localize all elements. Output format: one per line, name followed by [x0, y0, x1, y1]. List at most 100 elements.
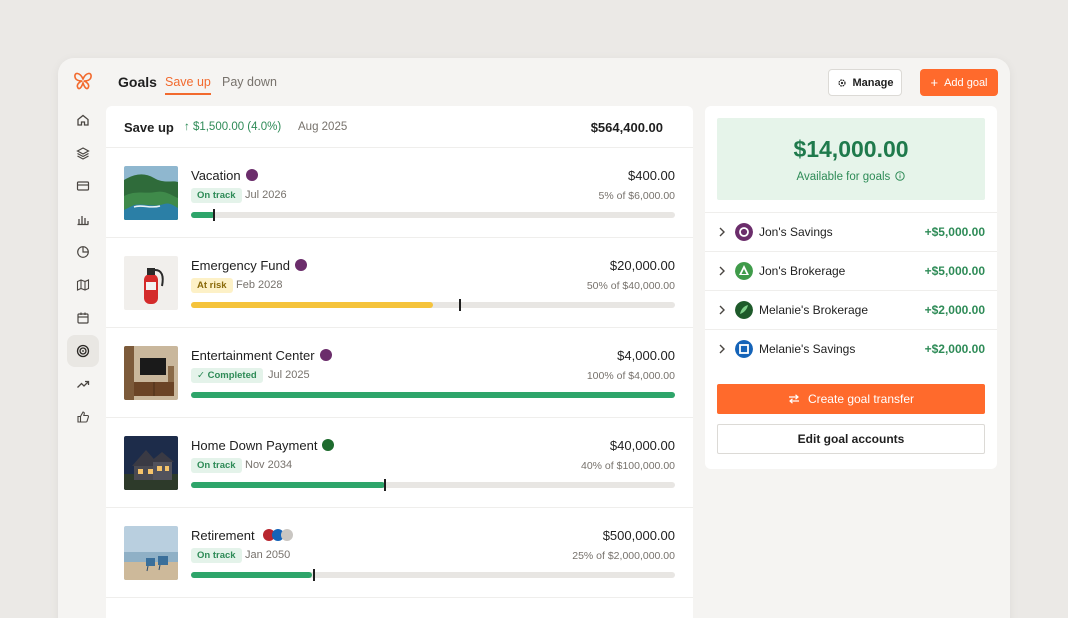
plus-icon: +: [930, 74, 939, 90]
available-label: Available for goals: [717, 171, 985, 183]
goal-row-entertainment-center[interactable]: Entertainment Center ✓ Completed Jul 202…: [106, 328, 693, 418]
gear-icon: [837, 78, 846, 87]
status-badge: On track: [191, 548, 242, 563]
account-value: +$2,000.00: [924, 342, 985, 356]
goal-progress-text: 50% of $40,000.00: [586, 280, 675, 292]
goal-row-emergency-fund[interactable]: Emergency Fund At risk Feb 2028 $20,000.…: [106, 238, 693, 328]
account-row-jons-brokerage[interactable]: Jon's Brokerage +$5,000.00: [705, 251, 997, 290]
goal-name: Home Down Payment: [191, 438, 335, 453]
progress-fill: [191, 212, 216, 218]
goal-row-vacation[interactable]: Vacation On track Jul 2026 $400.00 5% of…: [106, 148, 693, 238]
target-marker: [458, 299, 461, 311]
available-amount: $14,000.00: [793, 136, 909, 162]
add-goal-button[interactable]: + Add goal: [920, 69, 998, 96]
jons-savings-account-icon: [295, 259, 307, 271]
goal-name: Entertainment Center: [191, 348, 332, 363]
goal-progress-text: 100% of $4,000.00: [586, 370, 675, 382]
page-title: Goals: [118, 74, 157, 90]
goal-progress-text: 25% of $2,000,000.00: [572, 550, 675, 562]
account-name: Jon's Savings: [759, 225, 833, 239]
vacation-thumbnail: [124, 166, 178, 220]
chevron-right-icon[interactable]: [718, 226, 726, 238]
goal-progress-bar: [191, 299, 675, 311]
progress-fill: [191, 302, 433, 308]
melanies-brokerage-account-icon: [322, 439, 335, 451]
chevron-right-icon[interactable]: [718, 343, 726, 355]
info-icon[interactable]: [895, 171, 906, 181]
goal-row-retirement[interactable]: Retirement On track Jan 2050 $500,000.00…: [106, 508, 693, 598]
goal-progress-text: 40% of $100,000.00: [581, 460, 675, 472]
thumbs-up-icon[interactable]: [67, 401, 99, 433]
goal-date: Nov 2034: [245, 459, 293, 471]
chevron-right-icon[interactable]: [718, 265, 726, 277]
jons-savings-account-icon: [245, 169, 258, 181]
goal-progress-text: 5% of $6,000.00: [598, 190, 675, 202]
melanies-savings-logo-icon: [735, 340, 753, 358]
jons-brokerage-logo-icon: [735, 262, 753, 280]
summary-title: Save up: [124, 120, 174, 135]
home-icon[interactable]: [67, 104, 99, 136]
goal-progress-bar: [191, 479, 675, 491]
layers-icon[interactable]: [67, 137, 99, 169]
goal-date: Feb 2028: [236, 279, 283, 291]
account-row-melanies-savings[interactable]: Melanie's Savings +$2,000.00: [705, 329, 997, 368]
goal-progress-bar: [191, 392, 675, 398]
flag-account-icon: [281, 529, 294, 541]
sidebar: [58, 58, 106, 618]
status-badge: At risk: [191, 278, 233, 293]
target-icon[interactable]: [67, 335, 99, 367]
account-name: Jon's Brokerage: [759, 264, 846, 278]
tab-pay-down[interactable]: Pay down: [222, 75, 277, 89]
target-marker: [212, 209, 215, 221]
account-value: +$2,000.00: [924, 303, 985, 317]
goal-date: Jul 2026: [245, 189, 287, 201]
manage-button[interactable]: Manage: [828, 69, 902, 96]
progress-fill: [191, 392, 675, 398]
goal-progress-bar: [191, 209, 675, 221]
pie-chart-icon[interactable]: [67, 236, 99, 268]
account-row-melanies-brokerage[interactable]: Melanie's Brokerage +$2,000.00: [705, 290, 997, 329]
goal-progress-bar: [191, 569, 675, 581]
save-up-summary: Save up ↑ $1,500.00 (4.0%) Aug 2025 $564…: [106, 106, 693, 148]
transfer-arrows-icon: [788, 394, 799, 404]
available-summary: $14,000.00 Available for goals: [717, 118, 985, 200]
target-marker: [313, 569, 316, 581]
status-badge: On track: [191, 458, 242, 473]
summary-date: Aug 2025: [298, 121, 348, 133]
goal-name: Retirement: [191, 528, 294, 543]
account-row-jons-savings[interactable]: Jon's Savings +$5,000.00: [705, 212, 997, 251]
progress-fill: [191, 572, 312, 578]
target-marker: [383, 479, 386, 491]
bar-chart-icon[interactable]: [67, 203, 99, 235]
edit-goal-accounts-button[interactable]: Edit goal accounts: [717, 424, 985, 454]
fire-extinguisher-thumbnail: [124, 256, 178, 310]
chevron-right-icon[interactable]: [718, 304, 726, 316]
goal-date: Jan 2050: [245, 549, 291, 561]
trending-up-icon[interactable]: [67, 368, 99, 400]
goal-amount: $20,000.00: [609, 258, 675, 273]
add-goal-label: Add goal: [944, 76, 988, 89]
manage-label: Manage: [852, 76, 894, 89]
status-badge: On track: [191, 188, 242, 203]
tab-save-up[interactable]: Save up: [165, 75, 211, 95]
goal-amount: $400.00: [628, 168, 675, 183]
goal-date: Jul 2025: [268, 369, 310, 381]
jons-savings-logo-icon: [735, 223, 753, 241]
credit-card-icon[interactable]: [67, 170, 99, 202]
calendar-icon[interactable]: [67, 302, 99, 334]
melanies-brokerage-logo-icon: [735, 301, 753, 319]
status-badge: ✓ Completed: [191, 368, 263, 383]
goals-panel: Save up ↑ $1,500.00 (4.0%) Aug 2025 $564…: [106, 106, 693, 618]
account-name: Melanie's Brokerage: [759, 303, 869, 317]
account-value: +$5,000.00: [924, 225, 985, 239]
jons-savings-account-icon: [319, 349, 332, 361]
map-icon[interactable]: [67, 269, 99, 301]
goal-row-home-down-payment[interactable]: Home Down Payment On track Nov 2034 $40,…: [106, 418, 693, 508]
account-value: +$5,000.00: [924, 264, 985, 278]
house-thumbnail: [124, 436, 178, 490]
available-panel: $14,000.00 Available for goals Jon's Sav…: [705, 106, 997, 469]
summary-total: $564,400.00: [590, 120, 663, 135]
create-goal-transfer-button[interactable]: Create goal transfer: [717, 384, 985, 414]
butterfly-logo-icon[interactable]: [72, 70, 94, 92]
create-goal-transfer-label: Create goal transfer: [807, 392, 915, 406]
